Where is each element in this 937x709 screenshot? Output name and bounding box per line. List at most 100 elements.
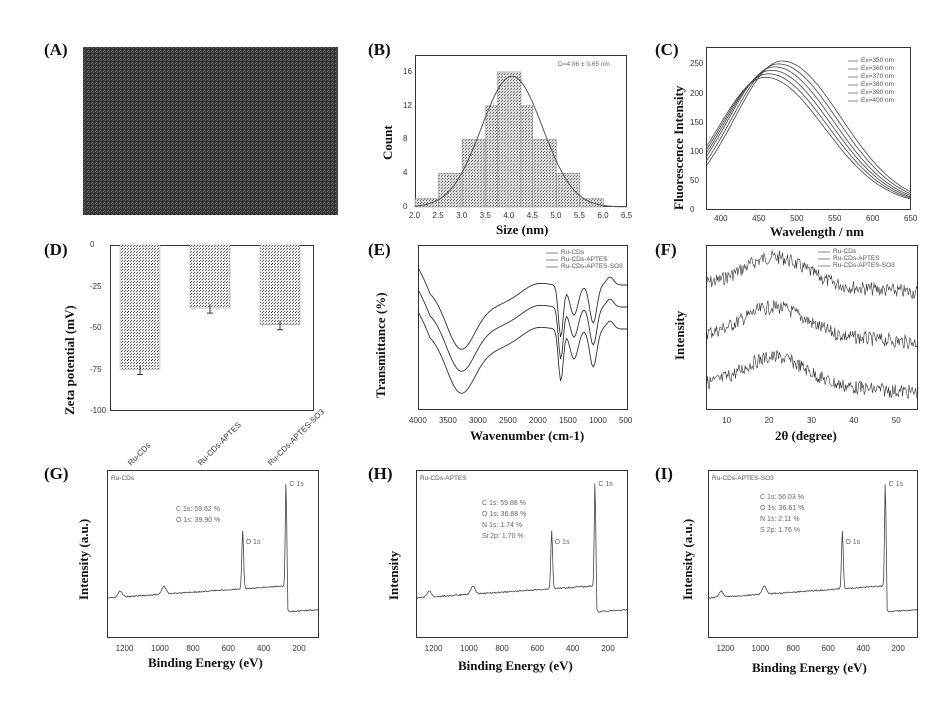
chart-c-ytick: 100 xyxy=(690,146,704,156)
spectrum-line-1 xyxy=(705,73,912,199)
panel-label-c: (C) xyxy=(655,40,679,59)
chart-c-ytick: 150 xyxy=(690,117,704,127)
chart-b-ytick: 12 xyxy=(403,100,412,110)
spectrum-line-2 xyxy=(705,69,912,198)
chart-b-xtick: 5.5 xyxy=(573,211,585,220)
xps-survey-line xyxy=(106,484,320,613)
chart-b-xlabel: Size (nm) xyxy=(496,222,549,237)
chart-e-legend-entry: Ru-CDs xyxy=(561,249,585,256)
xps-xtick: 800 xyxy=(786,644,800,653)
xps-atomic-percent: N 1s: 2.11 % xyxy=(760,516,800,523)
chart-g-legend: Ru-CDs xyxy=(111,475,135,482)
chart-b-plot xyxy=(414,71,628,208)
chart-e-legend-entry: Ru-CDs-APTES xyxy=(561,256,608,263)
chart-c-ytick: 0 xyxy=(690,205,695,214)
gaussian-fit-line xyxy=(414,75,628,208)
chart-d-ytick: -100 xyxy=(90,406,107,415)
chart-c-legend-entry: Ex=390 nm xyxy=(861,89,895,96)
xps-peak-label: C 1s xyxy=(289,481,304,488)
chart-f-xtick: 20 xyxy=(764,416,774,425)
histogram-bar-3 xyxy=(485,105,498,208)
chart-f-plot xyxy=(705,250,919,400)
xps-atomic-percent: O 1s: 36.68 % xyxy=(482,511,527,518)
chart-e-frame xyxy=(418,245,628,410)
xps-xtick: 1000 xyxy=(460,644,478,653)
chart-c-plot xyxy=(705,60,912,200)
chart-b-ylabel: Count xyxy=(380,125,395,160)
chart-f-ylabel: Intensity xyxy=(672,310,687,360)
histogram-bar-2 xyxy=(461,139,486,208)
chart-e-xtick: 1500 xyxy=(559,416,577,425)
ftir-line-2 xyxy=(417,311,628,394)
chart-b-xtick: 3.5 xyxy=(479,211,491,220)
chart-e-xtick: 3000 xyxy=(469,416,487,425)
chart-d-category-label: Ru-CDs-APTES-SO3 xyxy=(266,407,327,468)
chart-f-xtick: 40 xyxy=(849,416,859,425)
chart-f-xtick: 30 xyxy=(807,416,816,425)
xps-peak-label: C 1s xyxy=(598,481,613,488)
chart-c-ytick: 200 xyxy=(690,88,704,98)
panel-label-a: (A) xyxy=(44,40,68,59)
chart-f-xlabel: 2θ (degree) xyxy=(775,428,837,443)
histogram-bar-6 xyxy=(532,139,557,208)
chart-c-ytick: 50 xyxy=(690,175,699,185)
chart-c-xtick: 650 xyxy=(904,214,918,223)
chart-d-category-label: Ru-CDs xyxy=(126,440,153,468)
zeta-bar-2 xyxy=(259,244,301,325)
chart-d-ytick: 0 xyxy=(90,240,95,249)
spectrum-line-4 xyxy=(705,63,912,195)
chart-b-xtick: 3.0 xyxy=(456,211,468,220)
chart-b-ytick: 4 xyxy=(403,168,408,178)
chart-h-xlabel: Binding Energy (eV) xyxy=(458,658,573,673)
spectrum-line-0 xyxy=(705,76,912,200)
chart-b-ytick: 16 xyxy=(403,66,412,76)
chart-b-xtick: 2.0 xyxy=(409,211,421,220)
panel-label-b: (B) xyxy=(368,40,391,59)
chart-e-xtick: 4000 xyxy=(409,416,427,425)
chart-d-ylabel: Zeta potential (mV) xyxy=(62,305,77,415)
chart-f-xtick: 10 xyxy=(722,416,732,425)
chart-e-plot xyxy=(417,252,628,394)
xps-xtick: 1200 xyxy=(424,644,443,653)
xps-xtick: 400 xyxy=(257,644,271,653)
chart-g-ylabel: Intensity (a.u.) xyxy=(76,518,91,600)
chart-c-legend-entry: Ex=370 nm xyxy=(861,73,895,80)
xps-xtick: 200 xyxy=(292,644,306,653)
xps-atomic-percent: Si 2p: 1.70 % xyxy=(482,533,524,540)
xps-xtick: 400 xyxy=(856,644,870,653)
chart-c-legend-entry: Ex=380 nm xyxy=(861,81,895,88)
chart-i-frame xyxy=(708,470,918,638)
chart-d-ytick: -50 xyxy=(90,323,102,332)
chart-c-legend-entry: Ex=400 nm xyxy=(861,97,895,104)
histogram-bar-5 xyxy=(520,105,534,208)
chart-e-legend-entry: Ru-CDs-APTES-SO3 xyxy=(561,263,623,270)
xps-xtick: 1200 xyxy=(716,644,735,653)
chart-e-xtick: 2500 xyxy=(499,416,517,425)
chart-f-xtick: 50 xyxy=(891,416,901,425)
chart-b-ytick: 0 xyxy=(403,202,408,211)
ftir-line-0 xyxy=(417,267,628,350)
chart-c-ytick: 250 xyxy=(690,59,704,69)
spectrum-line-5 xyxy=(705,60,912,193)
xps-survey-line xyxy=(707,484,918,613)
chart-c-xtick: 600 xyxy=(866,214,880,223)
chart-g-frame xyxy=(107,470,319,638)
chart-d-plot xyxy=(119,244,301,375)
chart-b-ytick: 8 xyxy=(403,134,408,144)
xps-atomic-percent: O 1s: 39.90 % xyxy=(176,517,221,524)
chart-h-frame xyxy=(416,470,628,638)
xps-xtick: 600 xyxy=(530,644,545,653)
chart-c-xtick: 500 xyxy=(790,214,804,223)
chart-f-legend-entry: Ru-CDs-APTES-SO3 xyxy=(833,262,895,269)
chart-h-plot xyxy=(416,483,628,613)
xps-atomic-percent: N 1s: 1.74 % xyxy=(482,522,523,529)
chart-i-legend: Ru-CDs-APTES-SO3 xyxy=(712,475,774,482)
xps-xtick: 800 xyxy=(186,644,200,653)
chart-c-xtick: 400 xyxy=(714,214,728,223)
tem-image xyxy=(83,47,338,215)
chart-b-xtick: 2.5 xyxy=(432,211,444,220)
chart-e-ylabel: Transmittance (%) xyxy=(373,292,388,398)
panel-label-f: (F) xyxy=(655,240,677,259)
chart-f-frame xyxy=(706,245,918,410)
histogram-bar-4 xyxy=(497,71,522,208)
